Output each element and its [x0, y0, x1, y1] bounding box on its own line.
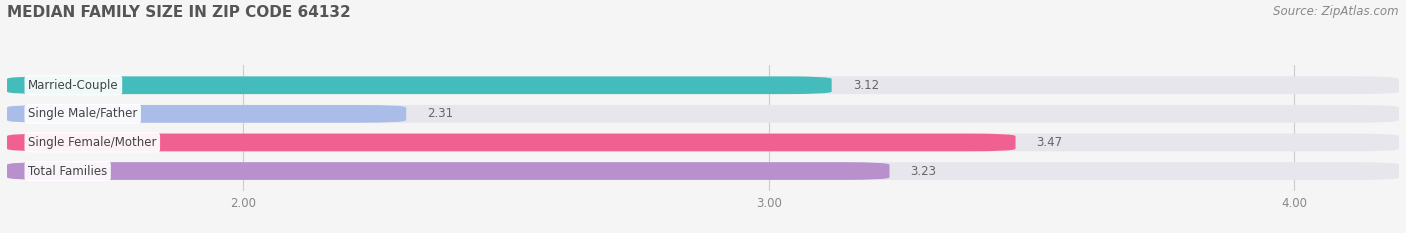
FancyBboxPatch shape	[7, 134, 1015, 151]
Text: Married-Couple: Married-Couple	[28, 79, 118, 92]
Text: Total Families: Total Families	[28, 164, 107, 178]
Text: Single Male/Father: Single Male/Father	[28, 107, 138, 120]
FancyBboxPatch shape	[7, 162, 890, 180]
FancyBboxPatch shape	[7, 105, 1399, 123]
Text: 3.12: 3.12	[852, 79, 879, 92]
Text: Single Female/Mother: Single Female/Mother	[28, 136, 156, 149]
FancyBboxPatch shape	[7, 105, 406, 123]
Text: Source: ZipAtlas.com: Source: ZipAtlas.com	[1274, 5, 1399, 18]
FancyBboxPatch shape	[7, 76, 832, 94]
Text: 3.47: 3.47	[1036, 136, 1063, 149]
Text: 3.23: 3.23	[911, 164, 936, 178]
Text: MEDIAN FAMILY SIZE IN ZIP CODE 64132: MEDIAN FAMILY SIZE IN ZIP CODE 64132	[7, 5, 350, 20]
FancyBboxPatch shape	[7, 76, 1399, 94]
FancyBboxPatch shape	[7, 134, 1399, 151]
FancyBboxPatch shape	[7, 162, 1399, 180]
Text: 2.31: 2.31	[427, 107, 453, 120]
